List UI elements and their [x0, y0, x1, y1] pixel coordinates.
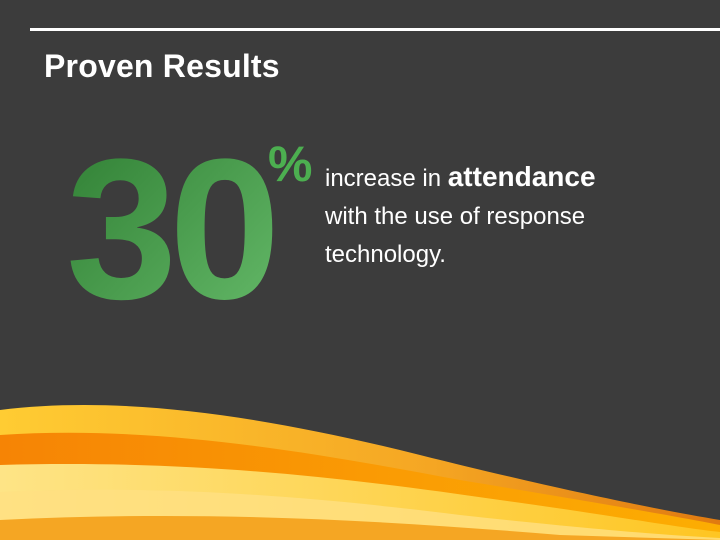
decorative-waves [0, 405, 720, 540]
title-divider-line [30, 28, 720, 31]
stat-number-graphic: 30 [66, 118, 281, 341]
stat-description: increase in attendance with the use of r… [325, 158, 665, 274]
stat-number: 30 [66, 102, 286, 341]
stat-emphasis: attendance [447, 161, 596, 192]
stat-number-text: 30 [66, 118, 273, 322]
stat-rest: with the use of response technology. [325, 203, 586, 268]
stat-percent-sign: % [268, 136, 313, 192]
slide-title: Proven Results [44, 48, 280, 84]
wave-band-5 [0, 515, 720, 540]
stat-line1-prefix: increase in [325, 165, 448, 192]
